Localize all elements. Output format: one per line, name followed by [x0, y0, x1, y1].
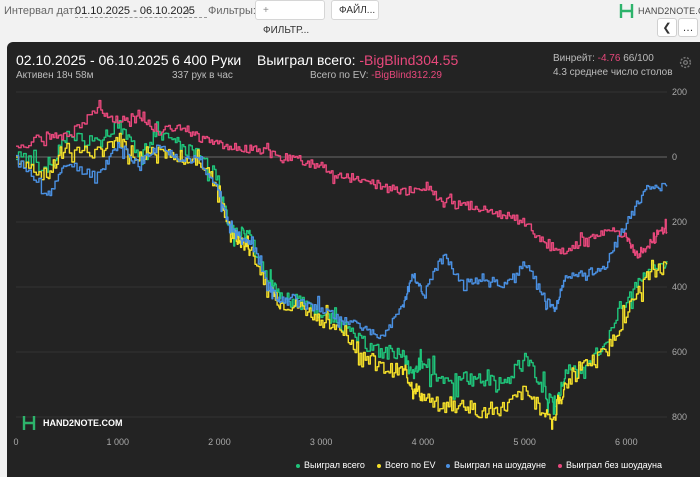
y-tick-label: 200	[672, 217, 687, 227]
legend-dot-won	[296, 463, 300, 468]
legend-ev[interactable]: Всего по EV	[377, 460, 435, 470]
hand2note-watermark-icon	[22, 416, 36, 430]
watermark-text: HAND2NOTE.COM	[43, 418, 123, 428]
y-tick-label: 600	[672, 347, 687, 357]
filters-label: Фильтры:	[208, 5, 256, 17]
date-range: 02.10.2025 - 06.10.2025	[16, 52, 169, 68]
ev-total-value: -BigBlind312.29	[371, 70, 442, 81]
x-tick-label: 2 000	[208, 437, 231, 447]
won-total-value: -BigBlind304.55	[359, 52, 459, 68]
plus-icon: +	[263, 5, 269, 16]
legend-won-label: Выиграл всего	[304, 460, 365, 470]
legend-showdown-label: Выиграл на шоудауне	[454, 460, 546, 470]
series-line-3	[16, 141, 668, 340]
legend-nonshowdown[interactable]: Выиграл без шоудауна	[558, 460, 662, 470]
hand2note-logo-icon	[619, 4, 634, 18]
winrate-value: -4.76	[597, 53, 621, 64]
graph-panel: 200 0 200 400 600 800 0 1 000 2 000 3 000 4 000 5 0…	[7, 42, 700, 477]
x-tick-label: 4 000	[412, 437, 435, 447]
interval-label: Интервал дат:	[4, 5, 77, 17]
y-tick-label: 400	[672, 282, 687, 292]
legend-dot-nonshowdown	[558, 463, 562, 468]
winrate-per: 66/100	[623, 53, 654, 64]
y-tick-label: 800	[672, 412, 687, 422]
file-button[interactable]: ФАЙЛ...	[331, 0, 379, 20]
x-tick-label: 1 000	[106, 437, 129, 447]
legend-nonshowdown-label: Выиграл без шоудауна	[566, 460, 662, 470]
winrate: Винрейт: -4.76 66/100	[553, 53, 654, 64]
series-line-1	[16, 119, 668, 416]
hands-count: 6 400 Руки	[172, 52, 242, 68]
winrate-label: Винрейт:	[553, 53, 595, 64]
hands-per-hour: 337 рук в час	[172, 70, 233, 81]
logo-text: HAND2NOTE.COM	[638, 6, 700, 16]
ev-total-label: Всего по EV:	[310, 70, 369, 81]
prev-button[interactable]: ❮	[657, 18, 677, 37]
legend-dot-showdown	[446, 463, 450, 468]
top-toolbar: Интервал дат: 01.10.2025 - 06.10.2025 ▼ …	[0, 0, 700, 40]
x-tick-label: 5 000	[513, 437, 536, 447]
x-tick-label: 6 000	[615, 437, 638, 447]
y-tick-label: 200	[672, 87, 687, 97]
legend-showdown[interactable]: Выиграл на шоудауне	[446, 460, 546, 470]
y-tick-label: 0	[672, 152, 677, 162]
gear-icon[interactable]	[678, 55, 693, 70]
legend-dot-ev	[377, 463, 381, 468]
series-line-2	[16, 132, 668, 430]
x-tick-label: 3 000	[310, 437, 333, 447]
avg-tables: 4.3 среднее число столов	[553, 67, 673, 78]
chevron-down-icon[interactable]: ▼	[184, 7, 192, 16]
chevron-left-icon: ❮	[662, 22, 672, 34]
more-icon: …	[682, 22, 694, 34]
won-total-label: Выиграл всего:	[257, 52, 356, 68]
ev-total: Всего по EV: -BigBlind312.29	[310, 70, 442, 81]
file-button-label: ФАЙЛ...	[339, 5, 376, 16]
active-time: Активен 18ч 58м	[16, 70, 94, 81]
more-button[interactable]: …	[678, 18, 698, 37]
won-total: Выиграл всего: -BigBlind304.55	[257, 52, 458, 68]
legend-ev-label: Всего по EV	[385, 460, 436, 470]
winnings-chart: 200 0 200 400 600 800 0 1 000 2 000 3 000 4 000 5 0…	[13, 87, 687, 447]
series-line-4	[16, 99, 668, 259]
filter-button[interactable]: + ФИЛЬТР...	[255, 0, 325, 36]
x-tick-label: 0	[13, 437, 18, 447]
interval-select[interactable]: 01.10.2025 - 06.10.2025	[75, 5, 207, 18]
filter-button-label: ФИЛЬТР...	[263, 25, 310, 36]
legend-won[interactable]: Выиграл всего	[296, 460, 365, 470]
